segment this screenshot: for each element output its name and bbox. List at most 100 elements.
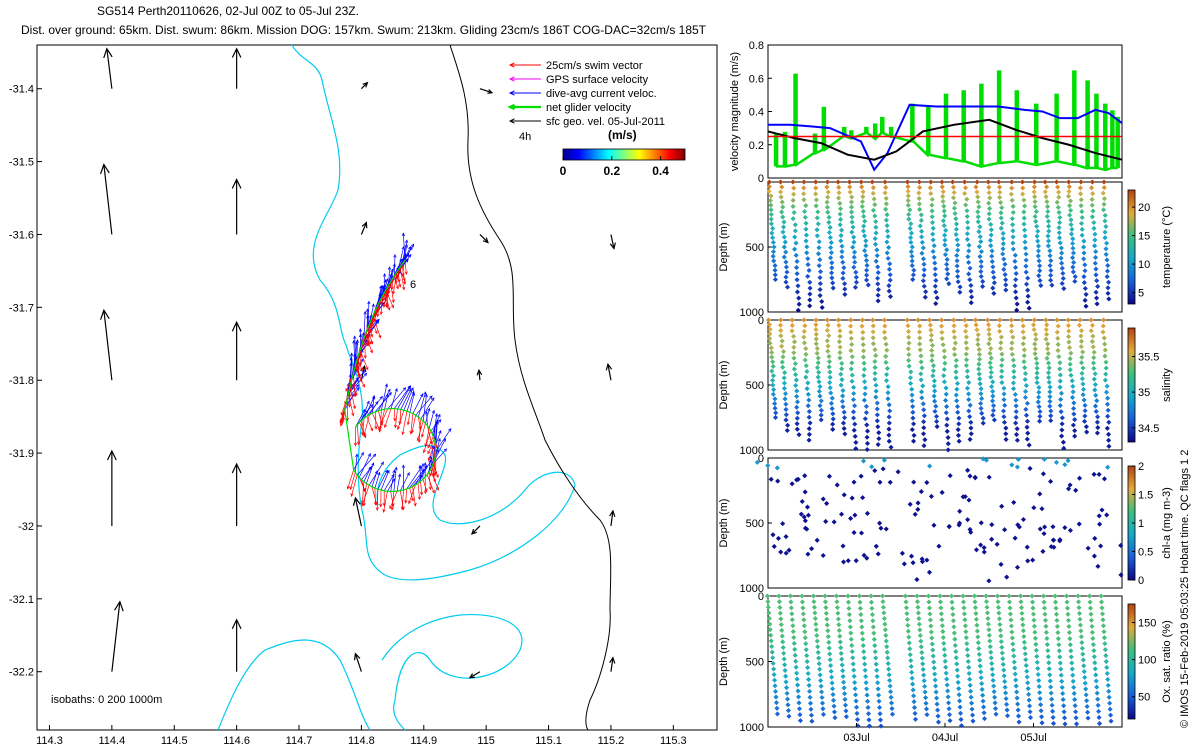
temp-sample-point <box>921 267 927 273</box>
vector-shaft <box>374 301 380 322</box>
vector-head <box>339 422 343 427</box>
sal-sample-point <box>998 374 1005 380</box>
vector-shaft <box>387 478 396 492</box>
oxy-sample-point <box>1022 645 1028 651</box>
oxy-sample-point <box>1008 623 1014 629</box>
vector-shaft <box>431 446 436 467</box>
oxy-sample-point <box>995 604 1002 610</box>
sal-sample-point <box>1045 360 1052 366</box>
oxy-sample-point <box>813 621 819 627</box>
oxy-sample-point <box>1081 669 1087 675</box>
temp-colorbar-tick-label: 10 <box>1138 259 1150 271</box>
oxy-sample-point <box>1039 714 1045 720</box>
temp-sample-point <box>1035 238 1041 244</box>
chl-sample-point <box>770 532 776 538</box>
oxy-sample-point <box>861 655 867 661</box>
sal-sample-point <box>945 447 951 453</box>
temp-sample-point <box>1023 269 1029 275</box>
oxy-sample-point <box>849 642 855 648</box>
temp-sample-point <box>907 225 913 231</box>
oxy-sample-point <box>825 628 831 634</box>
sal-sample-point <box>1023 388 1029 395</box>
vector-shaft <box>402 411 408 435</box>
vector-shaft <box>383 293 388 308</box>
sal-sample-point <box>827 379 833 386</box>
temp-sample-point <box>1102 218 1108 224</box>
oxy-sample-point <box>1102 641 1108 647</box>
map-ytick-label: -31.6 <box>9 229 34 241</box>
oxy-sample-point <box>1107 706 1113 712</box>
vector-head <box>411 390 415 395</box>
isobath-200m-south <box>217 639 371 731</box>
oxy-sample-point <box>768 638 774 644</box>
sal-sample-point <box>813 317 819 323</box>
oxy-sample-point <box>1043 629 1049 635</box>
vector-head <box>379 285 383 289</box>
velocity-series-0 <box>768 103 1123 172</box>
temp-sample-point <box>884 212 890 218</box>
oxy-sample-point <box>779 633 785 639</box>
chl-sample-point <box>1014 564 1021 570</box>
temp-sample-point <box>934 295 940 301</box>
swim-vector <box>346 469 354 490</box>
chl-sample-point <box>820 552 826 559</box>
sfc-geo-arrow <box>609 234 616 250</box>
oxy-colorbar-tick-label: 50 <box>1138 692 1150 704</box>
temp-sample-point <box>1104 240 1110 246</box>
chl-sample-point <box>1002 527 1008 533</box>
sal-sample-point <box>977 376 983 382</box>
sal-sample-point <box>813 322 819 328</box>
oxy-sample-point <box>944 676 950 682</box>
temp-sample-point <box>1056 189 1062 195</box>
oxy-sample-point <box>889 711 896 717</box>
temp-sample-point <box>952 210 958 217</box>
sal-sample-point <box>916 329 923 335</box>
oxy-sample-point <box>802 629 808 635</box>
sal-sample-point <box>1023 412 1030 418</box>
chl-sample-point <box>957 520 963 526</box>
vector-shaft <box>350 472 356 490</box>
chl-sample-point <box>981 549 987 555</box>
sal-sample-point <box>801 328 807 334</box>
vector-head <box>363 372 368 377</box>
temp-sample-point <box>1070 245 1076 251</box>
vector-head <box>437 437 441 442</box>
oxy-sample-point <box>814 632 820 639</box>
oxy-sample-point <box>1104 670 1110 677</box>
oxy-sample-point <box>1038 702 1044 708</box>
vector-head <box>383 273 387 277</box>
sal-sample-point <box>873 394 879 400</box>
sfc-geo-arrow <box>476 368 483 381</box>
sal-sample-point <box>1059 433 1065 439</box>
map-colorbar-gradient <box>562 148 686 161</box>
sal-sample-point <box>932 398 938 404</box>
chl-sample-point <box>838 511 845 517</box>
sal-sample-point <box>930 368 936 374</box>
temp-sample-point <box>1071 259 1077 265</box>
vector-head <box>419 491 424 496</box>
sal-sample-point <box>933 413 940 419</box>
sal-sample-point <box>885 390 891 396</box>
oxy-sample-point <box>889 706 895 712</box>
sal-sample-point <box>910 404 916 410</box>
oxy-sample-point <box>1066 623 1072 630</box>
temp-sample-point <box>1044 184 1050 190</box>
oxy-sample-point <box>887 683 893 689</box>
temp-sample-point <box>987 237 993 243</box>
temp-sample-point <box>851 239 857 245</box>
map-colorbar-tick-label: 0.2 <box>603 164 620 178</box>
temp-sample-point <box>988 232 994 238</box>
sal-sample-point <box>870 329 876 335</box>
oxy-sample-point <box>781 650 787 656</box>
sfc-geo-arrow <box>609 656 616 672</box>
sal-sample-point <box>980 415 986 421</box>
oxy-sample-point <box>962 623 968 629</box>
oxy-sample-point <box>1058 672 1064 678</box>
sal-sample-point <box>781 385 787 391</box>
oxy-sample-point <box>1052 593 1058 599</box>
oxy-sample-point <box>937 593 943 599</box>
swim-vector <box>383 293 389 309</box>
sal-sample-point <box>926 317 933 323</box>
oxy-sample-point <box>851 673 857 679</box>
dive-avg-current-vector <box>417 391 427 418</box>
